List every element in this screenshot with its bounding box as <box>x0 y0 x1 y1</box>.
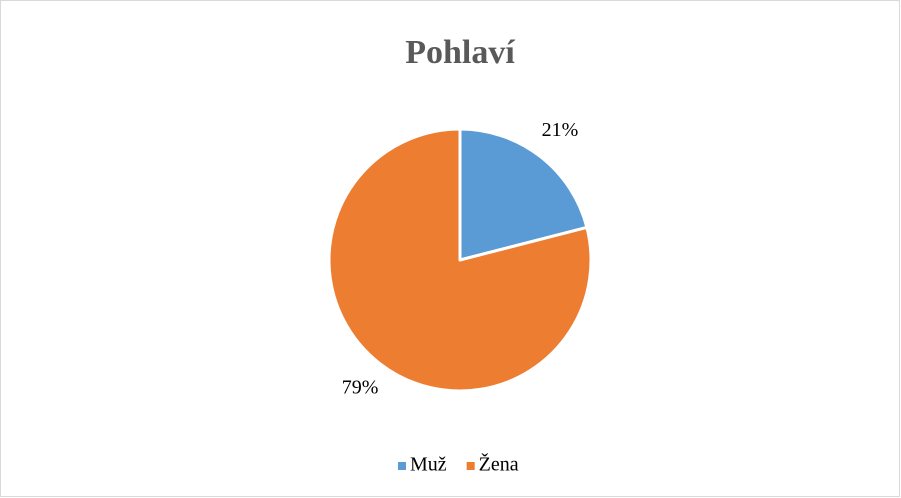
legend-swatch <box>466 462 475 470</box>
legend-swatch <box>398 462 406 470</box>
legend-label: Žena <box>479 453 519 476</box>
legend-label: Muž <box>410 454 447 476</box>
pie-slice <box>327 127 593 393</box>
pie-slice <box>458 127 589 262</box>
data-label: 21% <box>542 119 579 141</box>
data-label: 79% <box>342 376 379 398</box>
chart-title: Pohlaví <box>405 34 515 71</box>
